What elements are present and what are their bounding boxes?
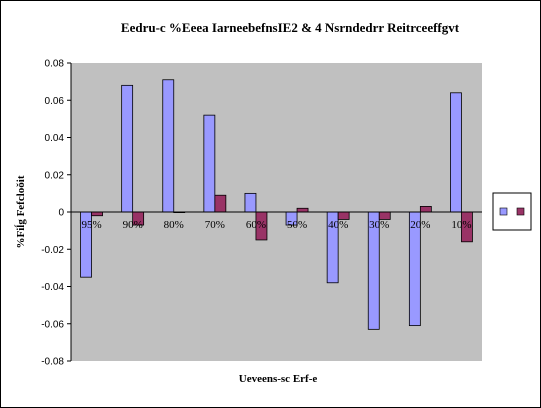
y-tick-label: -0.08 xyxy=(41,357,64,368)
chart-title: Eedru-c %Eeea IarneebefnsIE2 & 4 Nsrnded… xyxy=(121,20,460,35)
x-tick-label: 60% xyxy=(246,219,266,231)
bar-series-1 xyxy=(122,85,133,212)
bar-series-1 xyxy=(245,193,256,212)
x-tick-label: 95% xyxy=(81,219,101,231)
bar-series-1 xyxy=(163,80,174,212)
x-tick-label: 80% xyxy=(164,219,184,231)
bar-series-2 xyxy=(420,206,431,212)
y-tick-label: 0 xyxy=(58,208,64,219)
legend-swatch-series-2 xyxy=(517,208,524,215)
bar-series-2 xyxy=(215,195,226,212)
x-tick-label: 30% xyxy=(369,219,389,231)
legend-swatch-series-1 xyxy=(500,208,507,215)
legend-box xyxy=(493,193,531,230)
bar-series-2 xyxy=(297,208,308,212)
x-tick-label: 70% xyxy=(205,219,225,231)
bar-series-2 xyxy=(92,212,103,216)
x-tick-label: 50% xyxy=(287,219,307,231)
bar-series-1 xyxy=(450,93,461,212)
y-tick-label: -0.02 xyxy=(41,245,64,256)
legend xyxy=(493,193,531,230)
y-tick-label: 0.04 xyxy=(45,133,65,144)
x-tick-label: 10% xyxy=(451,219,471,231)
y-tick-label: 0.02 xyxy=(45,170,65,181)
y-tick-label: 0.08 xyxy=(45,59,65,70)
x-tick-label: 20% xyxy=(410,219,430,231)
x-tick-label: 40% xyxy=(328,219,348,231)
y-tick-label: -0.06 xyxy=(41,319,64,330)
x-axis-title: Ueveens-sc Erf-e xyxy=(239,373,318,385)
y-tick-label: 0.06 xyxy=(45,96,65,107)
y-axis-title: %Fiĺg Fefcloǒit xyxy=(14,175,27,248)
bar-series-1 xyxy=(204,115,215,212)
y-tick-label: -0.04 xyxy=(41,282,64,293)
x-tick-label: 90% xyxy=(123,219,143,231)
